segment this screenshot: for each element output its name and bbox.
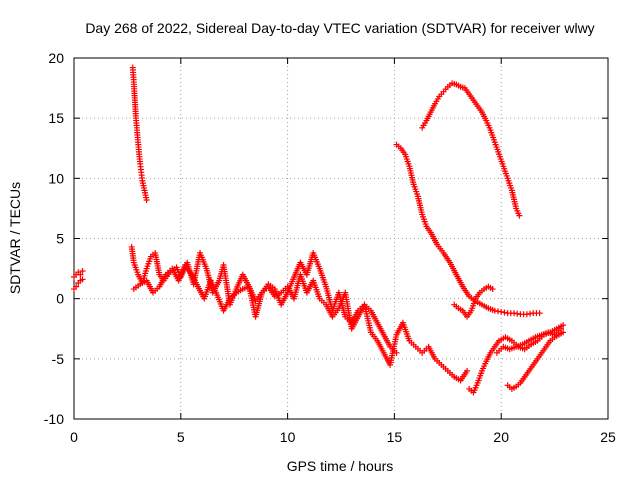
data-point bbox=[393, 349, 400, 356]
data-point bbox=[560, 322, 567, 329]
axis-ticks: 0 5 10 15 20 25 -10 -5 0 5 10 15 20 bbox=[44, 50, 616, 445]
x-tick-label: 25 bbox=[600, 429, 616, 445]
data-point bbox=[501, 309, 508, 316]
y-tick-label: 5 bbox=[56, 231, 64, 247]
y-axis-label: SDTVAR / TECUs bbox=[7, 182, 23, 294]
data-point bbox=[527, 310, 534, 317]
data-point bbox=[79, 267, 86, 274]
y-tick-label: 0 bbox=[56, 291, 64, 307]
data-point bbox=[560, 329, 567, 336]
data-point bbox=[77, 271, 84, 278]
data-point bbox=[79, 276, 86, 283]
data-point bbox=[494, 308, 501, 315]
data-point bbox=[514, 310, 521, 317]
data-point bbox=[489, 286, 496, 293]
data-point bbox=[516, 212, 523, 219]
data-points bbox=[71, 64, 567, 396]
data-point bbox=[73, 283, 80, 290]
x-tick-label: 20 bbox=[493, 429, 509, 445]
data-point bbox=[511, 310, 518, 317]
x-tick-label: 5 bbox=[177, 429, 185, 445]
y-tick-label: 10 bbox=[48, 170, 64, 186]
data-point bbox=[464, 367, 471, 374]
chart-title: Day 268 of 2022, Sidereal Day-to-day VTE… bbox=[85, 20, 594, 36]
grid bbox=[74, 58, 608, 419]
x-axis-label: GPS time / hours bbox=[287, 458, 394, 474]
data-point bbox=[558, 325, 565, 332]
y-tick-label: -10 bbox=[44, 411, 64, 427]
data-point bbox=[143, 196, 150, 203]
x-tick-label: 15 bbox=[387, 429, 403, 445]
data-point bbox=[498, 308, 505, 315]
y-tick-label: -5 bbox=[52, 351, 65, 367]
data-point bbox=[523, 311, 530, 318]
x-tick-label: 10 bbox=[280, 429, 296, 445]
y-tick-label: 15 bbox=[48, 110, 64, 126]
x-tick-label: 0 bbox=[70, 429, 78, 445]
data-point bbox=[491, 307, 498, 314]
y-tick-label: 20 bbox=[48, 50, 64, 66]
data-point bbox=[536, 310, 543, 317]
